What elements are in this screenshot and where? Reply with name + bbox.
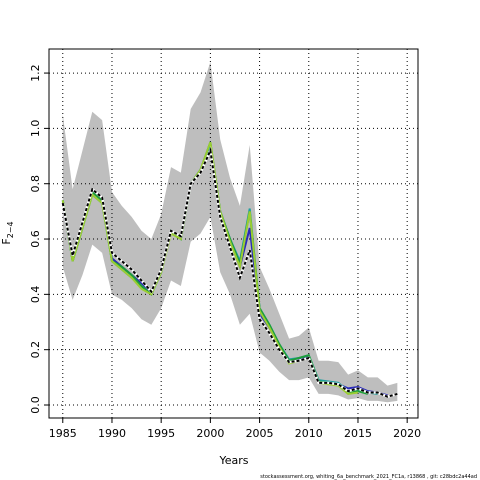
x-tick-label: 2010 xyxy=(295,427,323,440)
plot-frame xyxy=(48,48,419,419)
x-tick-label: 1995 xyxy=(147,427,175,440)
x-tick-label: 2000 xyxy=(196,427,224,440)
y-tick-label: 1.2 xyxy=(29,64,42,82)
y-tick-label: 0.6 xyxy=(29,230,42,248)
x-tick-label: 2015 xyxy=(344,427,372,440)
x-tick-label: 1990 xyxy=(98,427,126,440)
y-label-sub: 2−4 xyxy=(6,221,15,238)
y-label-main: F xyxy=(0,238,13,244)
x-axis-label: Years xyxy=(218,454,248,467)
y-tick-label: 1.0 xyxy=(29,120,42,138)
line xyxy=(61,146,398,398)
footer: stockassessment.org, whiting_6a_benchmar… xyxy=(260,474,477,480)
x-tick-label: 2020 xyxy=(393,427,421,440)
y-tick-label: 0.8 xyxy=(29,175,42,193)
y-tick-label: 0.4 xyxy=(29,286,42,304)
x-tick-label: 1985 xyxy=(49,427,77,440)
y-axis-label: F2−4 xyxy=(0,221,15,244)
y-tick-label: 0.0 xyxy=(29,396,42,414)
confidence-band xyxy=(62,62,398,403)
x-tick-label: 2005 xyxy=(246,427,274,440)
y-tick-label: 0.2 xyxy=(29,341,42,359)
